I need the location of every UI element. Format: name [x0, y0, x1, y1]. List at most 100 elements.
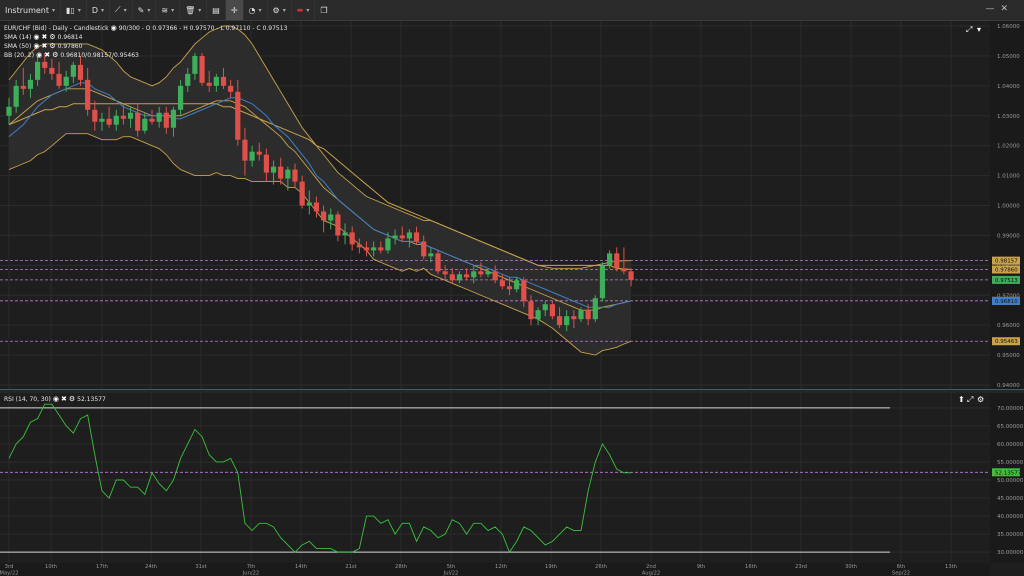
pencil-button[interactable]: ✎ ▾	[133, 0, 157, 20]
candle-body	[521, 280, 527, 302]
x-tick-label: 10th	[45, 564, 57, 570]
gear-icon[interactable]: ⚙	[977, 395, 985, 404]
x-tick-label: 13th	[945, 564, 957, 570]
x-tick-label: 14th	[295, 564, 307, 570]
gear-icon[interactable]: ⚙	[49, 42, 56, 50]
candle-body	[349, 232, 355, 245]
gear-icon[interactable]: ⚙	[49, 33, 56, 41]
price-panel: 1.06000 1.05000 1.04000 1.03000 1.02000 1.010…	[0, 21, 1024, 389]
rsi-background	[0, 393, 990, 563]
pane-menu-icon[interactable]: ▾	[977, 25, 982, 34]
rsi-value-box	[992, 468, 1020, 477]
candle-body	[149, 118, 155, 122]
candle-body	[263, 154, 269, 173]
candle-body	[449, 274, 455, 281]
instrument-selector[interactable]: Instrument ▾	[0, 0, 62, 20]
move-up-icon[interactable]: ⬆	[958, 395, 965, 404]
rsi-chart[interactable]: 70.00000 65.00000 60.00000 55.00000 50.00000…	[0, 393, 1024, 563]
candle-body	[178, 85, 184, 110]
y-tick-label: 1.02000	[997, 144, 1020, 150]
close-icon[interactable]: ✖	[60, 395, 67, 403]
y-tick-label: 50.00000	[997, 478, 1024, 484]
candle-body	[328, 214, 334, 221]
price-label: 0.96810	[995, 299, 1018, 305]
crosshair-button[interactable]: ✛	[225, 0, 244, 20]
candle-body	[6, 106, 12, 116]
gear-icon: ⚙	[272, 5, 280, 15]
x-tick-label: 3rd	[5, 564, 14, 570]
settings-button[interactable]: ⚙ ▾	[268, 0, 292, 20]
draw-line-button[interactable]: ⟋ ▾	[110, 0, 133, 20]
x-tick-label: 5th	[447, 564, 456, 570]
chart-type-button[interactable]: ▮▯ ▾	[61, 0, 87, 20]
minimize-icon[interactable]: —	[985, 4, 995, 14]
candle-body	[356, 244, 362, 248]
candle-body	[49, 67, 55, 74]
close-icon[interactable]: ✖	[41, 33, 48, 41]
candle-body	[456, 274, 463, 281]
y-tick-label: 0.99000	[997, 233, 1020, 239]
price-label: 0.95463	[995, 339, 1018, 345]
candle-body	[242, 139, 248, 161]
visibility-icon[interactable]: ◉	[33, 33, 40, 41]
bb-mid-line	[8, 88, 632, 311]
window-button[interactable]: ❐	[315, 0, 332, 20]
candle-body	[499, 280, 505, 287]
candle-body	[592, 298, 598, 320]
y-tick-label: 1.04000	[997, 84, 1020, 90]
candle-body	[192, 55, 198, 74]
price-label-box	[992, 265, 1020, 274]
candle-body	[321, 211, 327, 221]
candle-body	[549, 304, 555, 317]
timeframe-selector[interactable]: D ▾	[87, 0, 111, 20]
alerts-button[interactable]: ◔ ▾	[244, 0, 268, 20]
x-tick-label: 26th	[595, 564, 607, 570]
sma50-value: 0.97860	[57, 43, 83, 50]
layout-button[interactable]: ▤	[207, 0, 226, 20]
indicators-button[interactable]: ≋ ▾	[156, 0, 181, 20]
close-icon[interactable]: ✖	[44, 51, 51, 59]
timeframe-label: D	[91, 5, 99, 15]
chevron-down-icon: ▾	[101, 6, 105, 14]
chevron-down-icon: ▾	[123, 6, 127, 14]
gear-icon[interactable]: ⚙	[52, 51, 59, 59]
window-controls: — ✕	[985, 4, 1008, 14]
candle-body	[392, 235, 398, 239]
x-tick-label: 17th	[96, 564, 108, 570]
candle-body	[163, 112, 169, 128]
close-icon[interactable]: ✖	[41, 42, 48, 50]
delete-button[interactable]: 🗑 ▾	[180, 0, 208, 20]
visibility-icon[interactable]: ◉	[52, 395, 59, 403]
candle-body	[249, 151, 255, 161]
close-icon[interactable]: ✕	[1000, 4, 1008, 14]
visibility-icon[interactable]: ◉	[110, 24, 117, 32]
gear-icon[interactable]: ⚙	[68, 395, 76, 403]
y-tick-label: 70.00000	[997, 406, 1024, 412]
indicators-icon: ≋	[161, 5, 169, 15]
rsi-line	[8, 403, 632, 554]
visibility-icon[interactable]: ◉	[36, 51, 43, 59]
y-tick-label: 1.06000	[997, 24, 1020, 30]
x-tick-label: 21st	[345, 564, 356, 570]
sma50-label: SMA (50)	[4, 43, 32, 50]
candle-body	[628, 271, 634, 280]
candle-body	[542, 304, 548, 311]
candle-body	[206, 82, 212, 86]
price-label: 0.97513	[995, 278, 1018, 284]
candlestick-icon: ▮▯	[66, 5, 75, 15]
language-button[interactable]: ▬ ▾	[292, 0, 316, 20]
candle-body	[20, 85, 26, 89]
price-chart[interactable]: 1.06000 1.05000 1.04000 1.03000 1.02000 1.010…	[0, 21, 1024, 389]
candle-body	[35, 61, 41, 80]
candle-body	[428, 253, 434, 257]
candle-body	[42, 61, 48, 68]
candle-body	[607, 253, 613, 266]
legend-ohlc: 90/300 - O 0.97366 - H 0.97570 - L 0.971…	[118, 25, 288, 32]
panel-separator[interactable]	[0, 389, 1024, 394]
price-label: 0.97860	[995, 268, 1018, 274]
expand-icon[interactable]: ⤢	[966, 25, 973, 34]
candle-body	[313, 202, 320, 212]
expand-icon[interactable]: ⤢	[967, 395, 974, 404]
visibility-icon[interactable]: ◉	[33, 42, 40, 50]
price-label: 0.98157	[995, 259, 1018, 265]
